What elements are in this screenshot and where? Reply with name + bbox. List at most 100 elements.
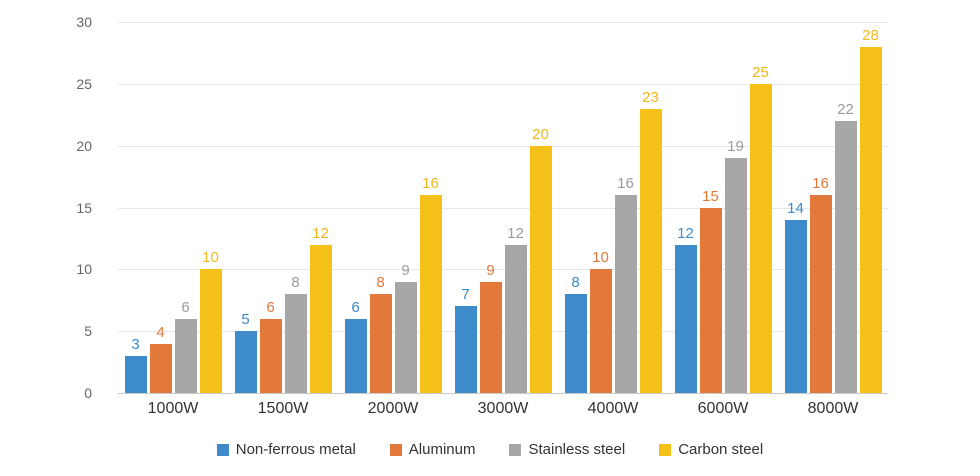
bar <box>234 331 257 393</box>
bar <box>309 244 332 393</box>
bar-value-label: 6 <box>351 298 360 316</box>
bar <box>589 269 612 393</box>
gridline <box>118 83 888 85</box>
legend-swatch-icon <box>216 443 229 456</box>
bar-group: 5 6 8 12 <box>228 22 338 393</box>
bar-wrapper: 6 <box>344 22 367 393</box>
bar-value-label: 28 <box>862 26 879 44</box>
x-tick-label: 8000W <box>807 400 859 417</box>
bar <box>859 46 882 393</box>
bar-wrapper: 14 <box>784 22 807 393</box>
y-tick-label: 5 <box>84 323 92 340</box>
y-axis: 0 5 10 15 20 25 30 <box>0 14 106 401</box>
bar <box>479 281 502 393</box>
bar-wrapper: 10 <box>199 22 222 393</box>
bar-group: 3 4 6 10 <box>118 22 228 393</box>
bar-value-label: 6 <box>181 298 190 316</box>
x-axis: 1000W 1500W 2000W 3000W 4000W 6000W 8000W <box>118 400 888 418</box>
bar-value-label: 19 <box>727 138 744 156</box>
bar-wrapper: 3 <box>124 22 147 393</box>
bar-wrapper: 12 <box>309 22 332 393</box>
bar-group: 8 10 16 23 <box>558 22 668 393</box>
bar-group: 12 15 19 25 <box>668 22 778 393</box>
bar-wrapper: 10 <box>589 22 612 393</box>
bar <box>529 145 552 393</box>
bar-wrapper: 5 <box>234 22 257 393</box>
legend-label: Aluminum <box>408 441 476 458</box>
bar <box>419 195 442 393</box>
bar <box>614 195 637 393</box>
bar-value-label: 12 <box>312 224 329 242</box>
bar-value-label: 14 <box>787 199 804 217</box>
bar <box>504 244 527 393</box>
x-tick-label: 4000W <box>587 400 639 417</box>
bar-wrapper: 16 <box>614 22 637 393</box>
bar-wrapper: 8 <box>284 22 307 393</box>
bar-value-label: 8 <box>291 274 300 292</box>
gridline <box>118 22 888 23</box>
bar-wrapper: 23 <box>639 22 662 393</box>
bar <box>124 355 147 393</box>
bar-value-label: 3 <box>131 335 140 353</box>
bar-value-label: 4 <box>156 323 165 341</box>
bar-value-label: 15 <box>702 187 719 205</box>
bar <box>284 294 307 393</box>
bar <box>174 318 197 393</box>
bar <box>724 158 747 393</box>
bar-wrapper: 25 <box>749 22 772 393</box>
bar-wrapper: 12 <box>674 22 697 393</box>
bar <box>259 318 282 393</box>
bar <box>834 120 857 393</box>
legend-label: Non-ferrous metal <box>235 441 356 458</box>
bar-value-label: 9 <box>486 261 495 279</box>
bar-value-label: 10 <box>592 249 609 267</box>
y-tick-label: 15 <box>76 199 92 216</box>
gridline <box>118 207 888 209</box>
legend-label: Carbon steel <box>678 441 764 458</box>
bar-value-label: 8 <box>571 274 580 292</box>
bar-wrapper: 20 <box>529 22 552 393</box>
bar-value-label: 20 <box>532 125 549 143</box>
bar-value-label: 16 <box>422 175 439 193</box>
bar <box>749 83 772 393</box>
bar-wrapper: 22 <box>834 22 857 393</box>
legend-item: Stainless steel <box>509 441 625 458</box>
bar-wrapper: 9 <box>394 22 417 393</box>
x-tick-label: 1500W <box>257 400 309 417</box>
bar <box>674 244 697 393</box>
bar-value-label: 10 <box>202 249 219 267</box>
legend-swatch-icon <box>659 443 672 456</box>
gridline <box>118 331 888 333</box>
bar-wrapper: 6 <box>259 22 282 393</box>
x-tick-label: 6000W <box>697 400 749 417</box>
x-tick-label: 2000W <box>367 400 419 417</box>
bar-value-label: 16 <box>617 175 634 193</box>
bar-wrapper: 16 <box>809 22 832 393</box>
bar <box>564 294 587 393</box>
bar-wrapper: 6 <box>174 22 197 393</box>
legend: Non-ferrous metal Aluminum Stainless steel… <box>0 441 980 458</box>
bar <box>199 269 222 393</box>
bar <box>344 318 367 393</box>
bar <box>639 108 662 393</box>
bar-value-label: 16 <box>812 175 829 193</box>
bar-value-label: 22 <box>837 100 854 118</box>
bar-wrapper: 12 <box>504 22 527 393</box>
legend-swatch-icon <box>389 443 402 456</box>
y-tick-label: 30 <box>76 14 92 30</box>
bar-wrapper: 9 <box>479 22 502 393</box>
legend-item: Carbon steel <box>659 441 763 458</box>
bar-group: 14 16 22 28 <box>778 22 888 393</box>
bar-wrapper: 15 <box>699 22 722 393</box>
bar-value-label: 25 <box>752 63 769 81</box>
bar <box>149 343 172 393</box>
bar-value-label: 23 <box>642 88 659 106</box>
bar <box>394 281 417 393</box>
legend-item: Non-ferrous metal <box>216 441 356 458</box>
gridline <box>118 269 888 271</box>
bar-group: 7 9 12 20 <box>448 22 558 393</box>
bar-value-label: 9 <box>401 261 410 279</box>
bar-wrapper: 19 <box>724 22 747 393</box>
y-tick-label: 20 <box>76 137 92 154</box>
